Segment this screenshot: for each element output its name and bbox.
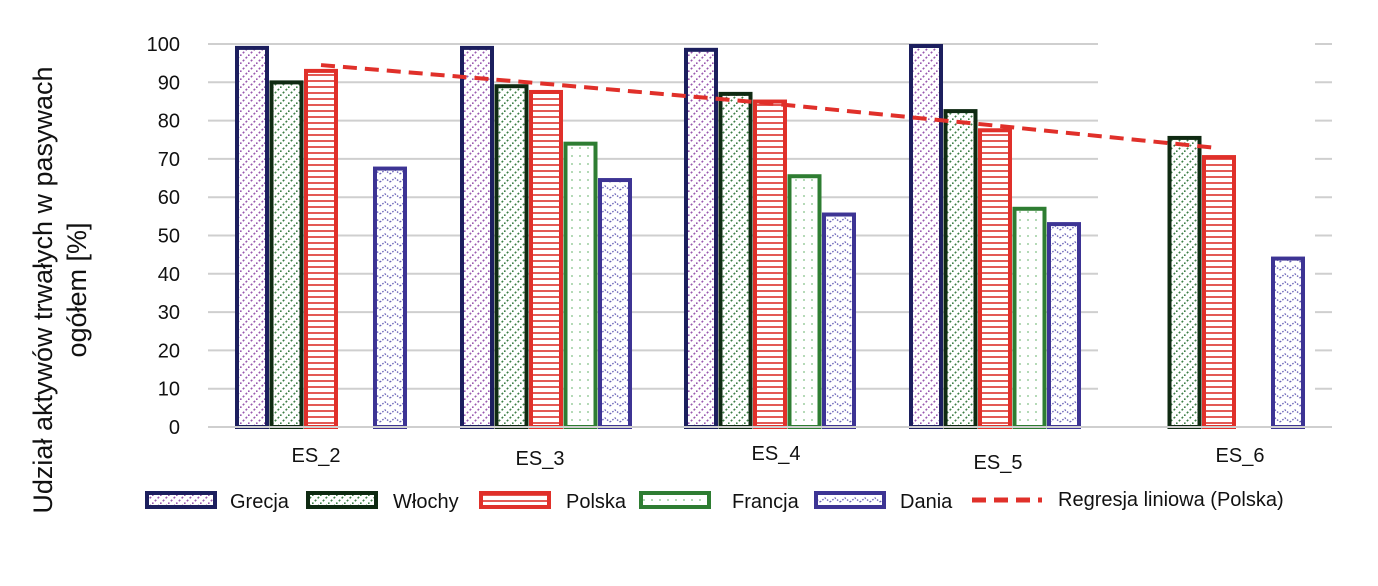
legend-swatch-francja	[639, 491, 711, 509]
bar-grecja-es_2	[235, 45, 269, 429]
x-tick-label: ES_4	[752, 443, 801, 465]
x-tick-label: ES_3	[516, 448, 565, 470]
y-tick-label: 70	[158, 149, 180, 171]
bar-włochy-es_2	[269, 80, 304, 429]
y-axis-label: Udział aktywów trwałych w pasywach ogółe…	[26, 66, 94, 513]
bar-polska-es_4	[753, 99, 787, 429]
y-tick-label: 10	[158, 379, 180, 401]
bar-dania-es_6	[1271, 256, 1305, 429]
bar-włochy-es_4	[718, 91, 753, 429]
x-axis-ticks: ES_2 ES_3 ES_4 ES_5 ES_6	[292, 443, 1265, 474]
legend: Grecja Włochy Polska Francja Dania Regresja l…	[145, 489, 1284, 513]
bar-polska-es_5	[978, 128, 1012, 429]
bars	[208, 44, 1332, 430]
bar-francja-es_3	[563, 141, 598, 429]
bar-włochy-es_6	[1167, 135, 1202, 429]
y-axis-ticks: 0 10 20 30 40 50 60 70 80 90 100	[147, 34, 180, 439]
trendline	[320, 63, 1220, 151]
bar-włochy-es_5	[943, 109, 978, 430]
y-tick-label: 100	[147, 34, 180, 56]
legend-swatch-włochy	[306, 491, 378, 509]
legend-swatch-polska	[479, 491, 551, 509]
y-tick-label: 0	[169, 417, 180, 439]
y-axis-label-container: Udział aktywów trwałych w pasywach ogółe…	[0, 0, 120, 586]
trendline-polska	[320, 63, 1220, 151]
bar-francja-es_5	[1012, 206, 1047, 429]
bar-dania-es_5	[1047, 222, 1081, 429]
bar-grecja-es_4	[684, 47, 718, 430]
bar-włochy-es_3	[494, 84, 529, 429]
legend-swatch-dania	[814, 491, 886, 509]
y-axis-label-line-2: ogółem [%]	[62, 222, 92, 358]
bar-grecja-es_3	[460, 45, 494, 429]
y-tick-label: 30	[158, 302, 180, 324]
x-tick-label: ES_2	[292, 445, 341, 467]
x-tick-label: ES_6	[1216, 445, 1265, 467]
bar-francja-es_4	[787, 174, 822, 429]
bar-dania-es_3	[598, 178, 632, 429]
bar-grecja-es_5	[909, 44, 943, 429]
y-tick-label: 80	[158, 111, 180, 133]
legend-label-trendline: Regresja liniowa (Polska)	[1058, 489, 1284, 511]
x-tick-label: ES_5	[974, 452, 1023, 474]
y-tick-label: 60	[158, 187, 180, 209]
legend-swatch-grecja	[145, 491, 217, 509]
legend-label-francja: Francja	[732, 491, 800, 513]
legend-label-włochy: Włochy	[393, 491, 459, 513]
bar-polska-es_3	[529, 89, 563, 430]
bar-dania-es_4	[822, 212, 856, 429]
legend-label-grecja: Grecja	[230, 491, 290, 513]
legend-label-polska: Polska	[566, 491, 627, 513]
y-tick-label: 40	[158, 264, 180, 286]
y-tick-label: 90	[158, 72, 180, 94]
bar-polska-es_6	[1202, 155, 1236, 429]
y-tick-label: 50	[158, 226, 180, 248]
bar-polska-es_2	[304, 68, 338, 430]
y-tick-label: 20	[158, 340, 180, 362]
bar-dania-es_2	[373, 166, 407, 429]
y-axis-label-line-1: Udział aktywów trwałych w pasywach	[28, 66, 58, 514]
legend-label-dania: Dania	[900, 491, 953, 513]
